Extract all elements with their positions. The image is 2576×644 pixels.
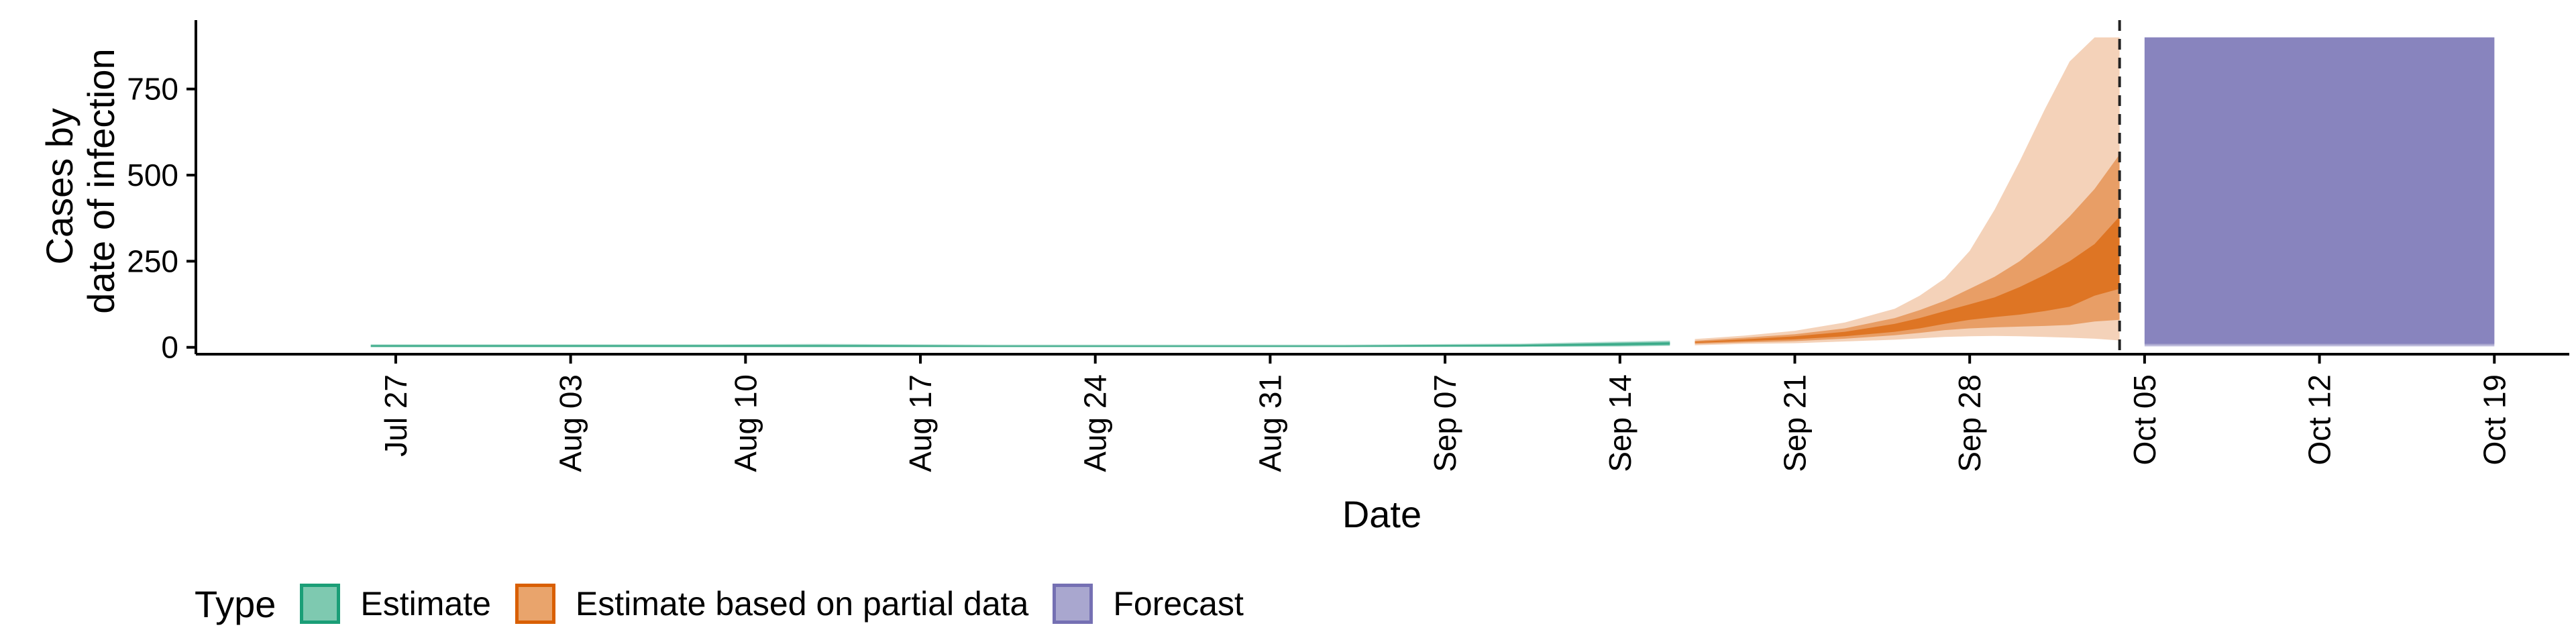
chart-plot: 0 250 500 750 Jul 27 Aug 03 Aug 10 Aug 17 Aug 2… bbox=[38, 20, 2569, 535]
x-tick-label: Sep 07 bbox=[1428, 374, 1462, 472]
x-tick-label: Sep 14 bbox=[1603, 374, 1638, 472]
chart-axes bbox=[195, 20, 2569, 356]
x-tick-label: Aug 17 bbox=[903, 374, 938, 472]
x-tick-label: Aug 24 bbox=[1078, 374, 1113, 472]
x-tick-label: Sep 21 bbox=[1777, 374, 1812, 472]
band-series-0-level-0 bbox=[370, 342, 1670, 347]
x-tick-label: Jul 27 bbox=[378, 374, 413, 457]
y-tick-label: 250 bbox=[127, 244, 178, 278]
x-axis-title: Date bbox=[1342, 493, 1421, 535]
band-series-1-level-0 bbox=[1695, 216, 2120, 343]
legend-key-estimate bbox=[300, 584, 341, 624]
legend-label-estimate: Estimate bbox=[360, 585, 491, 623]
y-tick-label: 750 bbox=[127, 72, 178, 107]
legend-label-forecast: Forecast bbox=[1113, 585, 1244, 623]
legend-item-forecast: Forecast bbox=[1053, 584, 1244, 624]
x-tick-label: Aug 31 bbox=[1252, 374, 1287, 472]
y-axis-title-line-2: date of infection bbox=[80, 48, 122, 313]
x-tick-label: Sep 28 bbox=[1952, 374, 1987, 472]
x-tick-label: Aug 10 bbox=[728, 374, 763, 472]
legend: Type Estimate Estimate based on partial … bbox=[195, 572, 1268, 636]
legend-item-estimate-partial: Estimate based on partial data bbox=[515, 584, 1028, 624]
y-ticks: 0 250 500 750 bbox=[127, 72, 196, 365]
y-tick-label: 500 bbox=[127, 158, 178, 193]
chart-bands bbox=[370, 37, 2495, 347]
x-tick-label: Aug 03 bbox=[553, 374, 588, 472]
band-series-1-level-2 bbox=[1695, 37, 2120, 345]
band-series-2-level-0 bbox=[2144, 37, 2495, 344]
y-axis-title: Cases by date of infection bbox=[38, 48, 122, 313]
y-axis-title-line-1: Cases by bbox=[38, 108, 80, 264]
legend-item-estimate: Estimate bbox=[300, 584, 491, 624]
x-ticks: Jul 27 Aug 03 Aug 10 Aug 17 Aug 24 Aug 31 Sep … bbox=[378, 354, 2512, 472]
legend-title: Type bbox=[195, 582, 276, 625]
legend-label-estimate-partial: Estimate based on partial data bbox=[575, 585, 1029, 623]
x-tick-label: Oct 19 bbox=[2477, 374, 2512, 466]
legend-key-estimate-partial bbox=[515, 584, 555, 624]
x-tick-label: Oct 05 bbox=[2127, 374, 2162, 466]
x-tick-label: Oct 12 bbox=[2302, 374, 2337, 466]
y-tick-label: 0 bbox=[161, 330, 178, 365]
legend-key-forecast bbox=[1053, 584, 1093, 624]
